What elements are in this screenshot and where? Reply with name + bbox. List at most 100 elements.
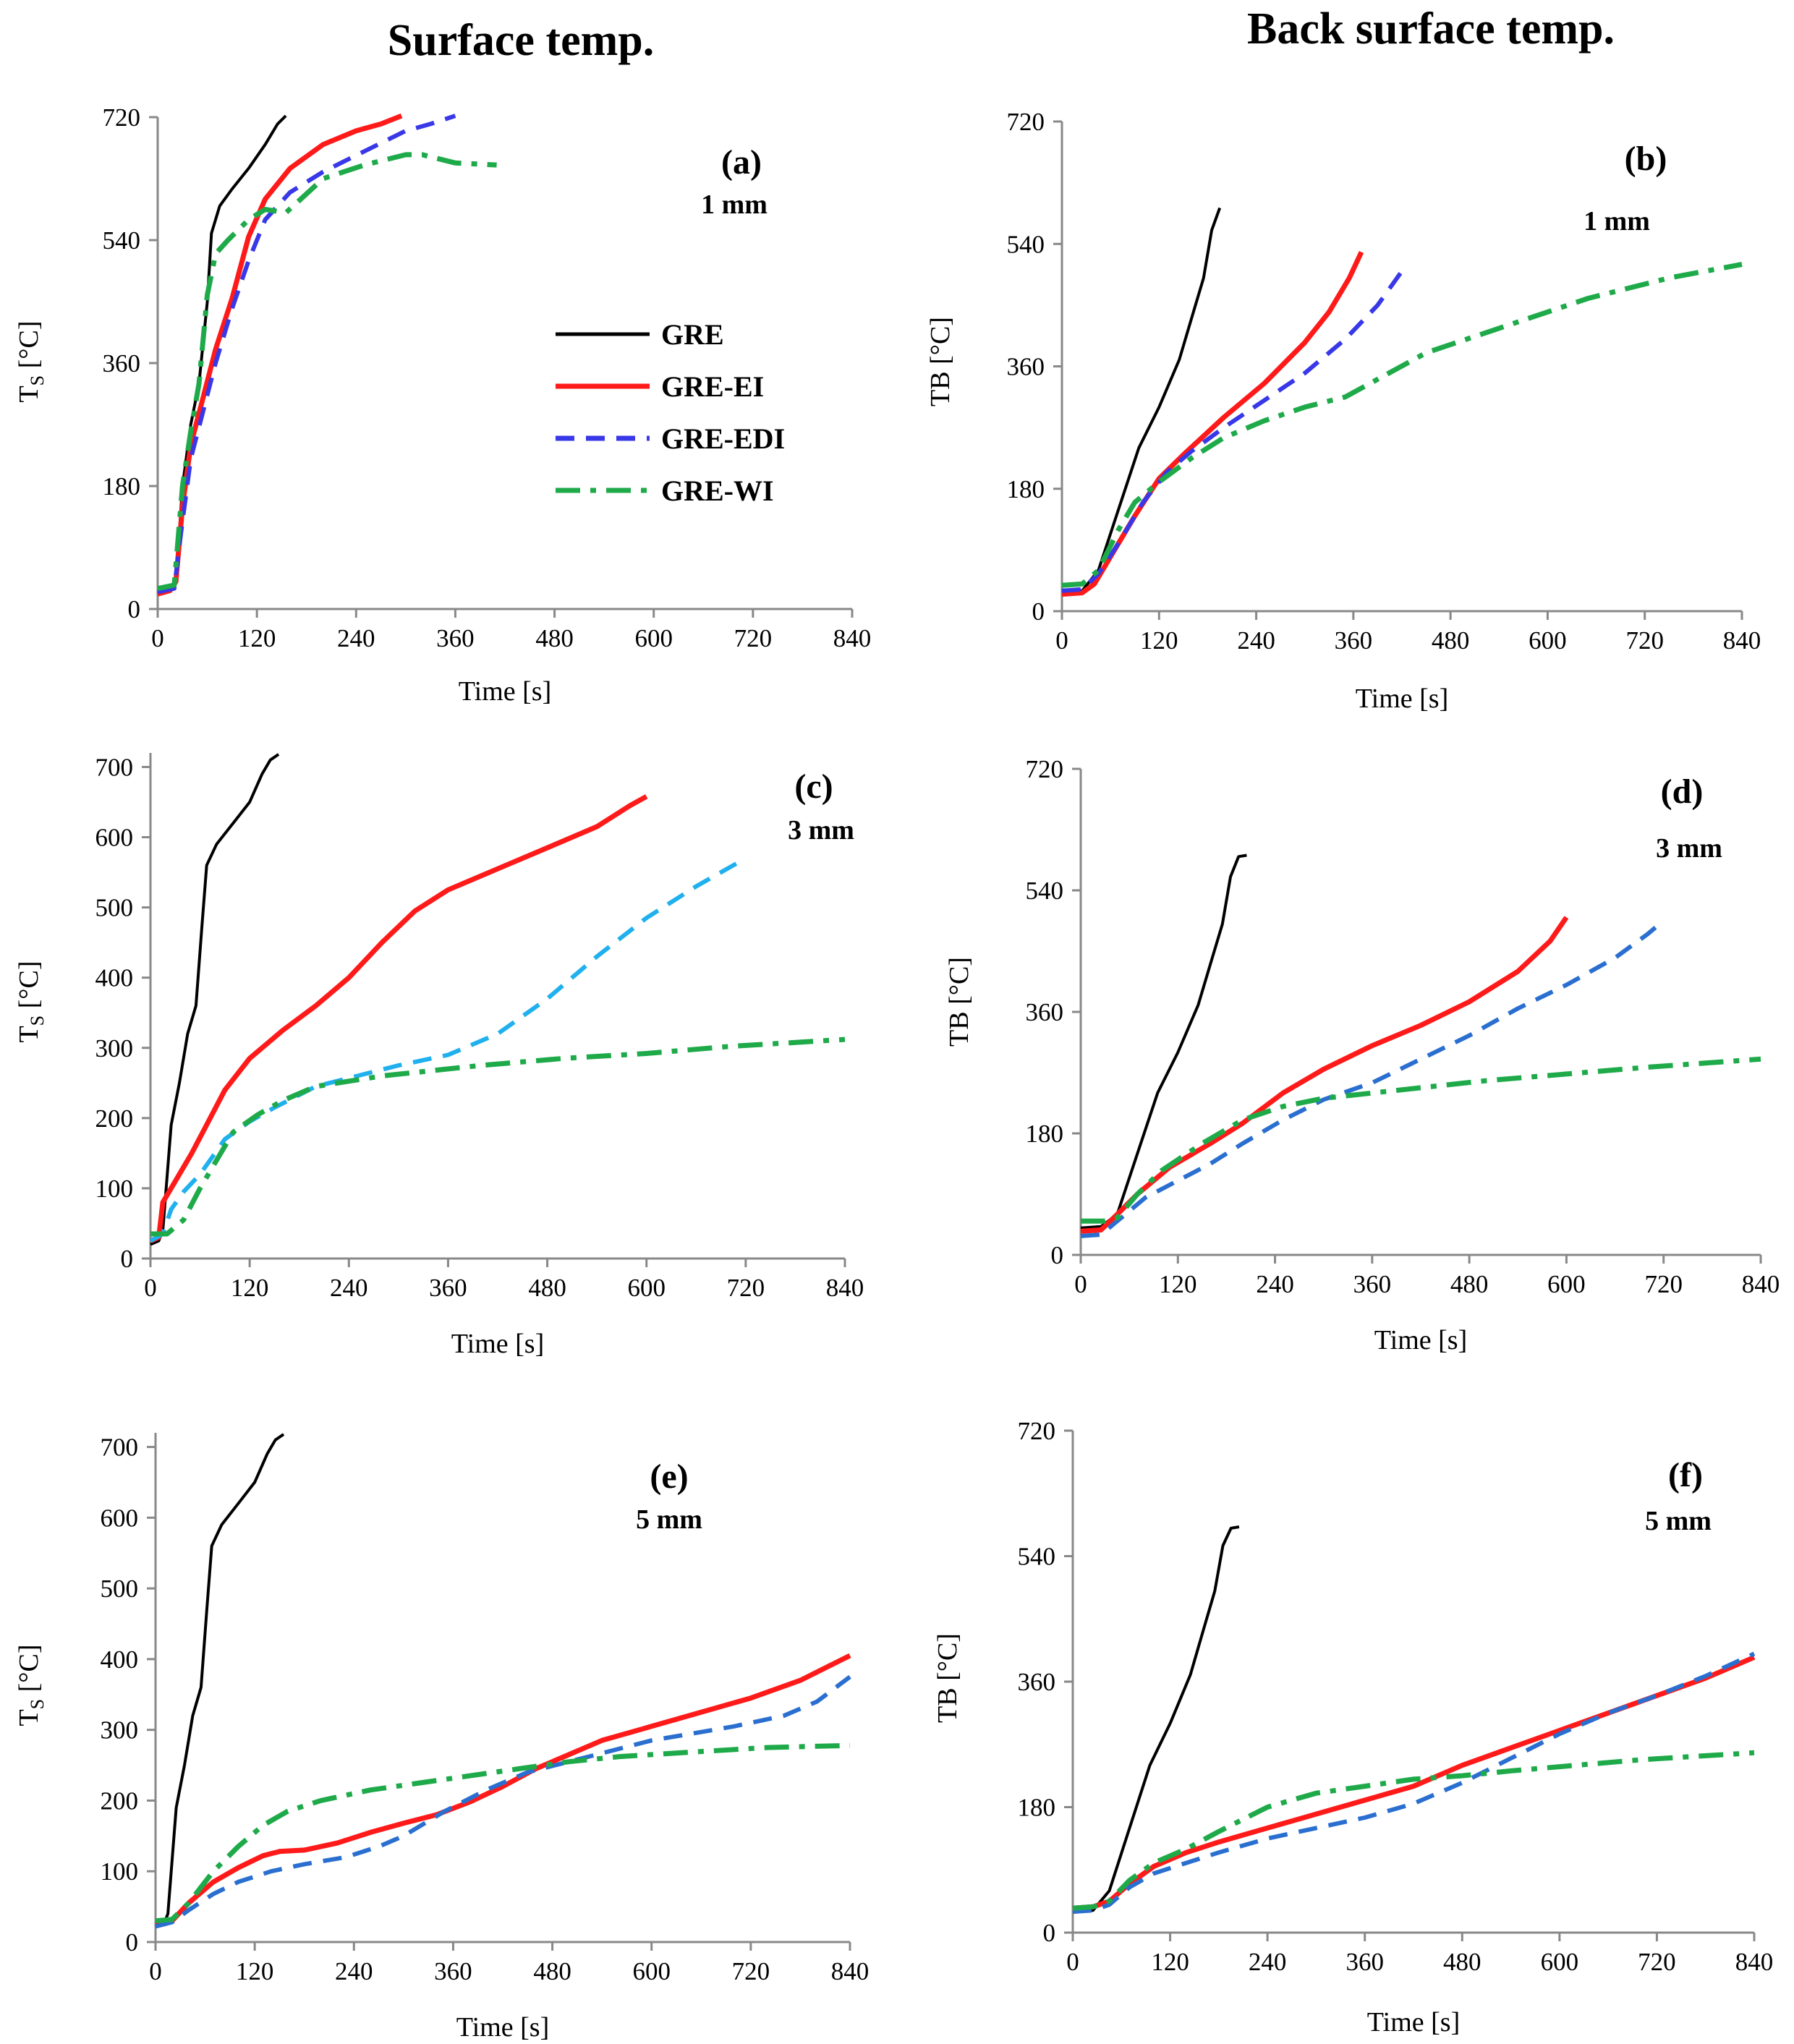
x-tick-label: 720 [732,1957,770,1985]
panel-label: (a) [721,143,762,182]
x-axis-label: Time [s] [456,2012,549,2043]
thickness-label: 3 mm [788,815,854,846]
y-tick-label: 540 [1018,1543,1056,1571]
series-line-gre-ei [149,794,648,1243]
panel-label: (c) [794,767,833,806]
column-title-surface: Surface temp. [388,16,654,65]
series-line-gre-edi [155,1674,851,1929]
series-line-gre-wi [150,1036,846,1237]
panel-label: (e) [650,1457,688,1496]
x-tick-label: 240 [335,1957,373,1985]
x-tick-label: 720 [1638,1948,1676,1976]
x-tick-label: 120 [1151,1948,1189,1976]
x-tick-label: 600 [632,1957,671,1985]
x-tick-label: 240 [330,1274,368,1302]
y-tick-label: 720 [1026,755,1064,783]
y-axis-label: TB [°C] [944,957,974,1047]
x-tick-label: 480 [1450,1270,1489,1298]
y-tick-label: 360 [103,349,141,378]
y-tick-label: 400 [101,1645,139,1674]
y-tick-label: 180 [1018,1794,1056,1822]
y-tick-label: 500 [101,1575,139,1603]
y-axis-label: TB [°C] [925,317,956,406]
x-tick-label: 840 [833,624,872,652]
x-tick-label: 840 [1735,1948,1774,1976]
x-tick-label: 120 [236,1957,274,1985]
y-tick-label: 540 [1007,230,1045,258]
panel-e-chart: 0 120 240 360 480 600 720 840 0 100 200 300 400 500 60… [14,1433,869,2043]
x-tick-label: 240 [1237,626,1275,655]
series-line-gre-ei [1080,916,1569,1234]
y-tick-label: 0 [1043,1919,1056,1947]
x-tick-label: 480 [533,1957,571,1985]
series-line-gre [1061,207,1222,594]
x-tick-label: 240 [337,624,375,652]
x-tick-label: 840 [826,1274,864,1302]
y-tick-label: 720 [1018,1417,1056,1445]
x-tick-label: 480 [1443,1948,1481,1976]
legend-label-gre-ei: GRE-EI [661,370,764,403]
series-line-gre [155,1433,285,1928]
x-tick-label: 600 [627,1274,666,1302]
y-tick-label: 700 [95,753,134,781]
legend-label-gre-wi: GRE-WI [661,474,774,507]
y-axis-label: TB [°C] [932,1633,963,1723]
thickness-label: 3 mm [1656,833,1722,864]
series-line-gre-edi [1061,270,1404,593]
x-tick-label: 720 [1644,1270,1683,1298]
y-tick-label: 700 [101,1434,139,1462]
y-tick-label: 360 [1007,353,1045,381]
x-tick-label: 0 [144,1274,157,1302]
thickness-label: 5 mm [1645,1506,1712,1536]
y-tick-label: 500 [95,894,134,922]
y-tick-label: 720 [103,103,141,132]
y-tick-label: 720 [1007,108,1045,136]
y-tick-label: 360 [1026,998,1064,1026]
x-tick-label: 120 [1159,1270,1197,1298]
thickness-label: 1 mm [701,190,768,220]
panel-a-chart: 0 120 240 360 480 600 720 840 0 180 360 540 720 Time … [14,103,871,707]
x-tick-label: 840 [831,1957,870,1985]
x-tick-label: 720 [727,1274,765,1302]
x-tick-label: 360 [1353,1270,1392,1298]
legend: GRE GRE-EI GRE-EDI GRE-WI [556,318,785,507]
x-tick-label: 360 [434,1957,472,1985]
panel-b-chart: 0 120 240 360 480 600 720 840 0 180 360 540 720 Time … [925,108,1761,714]
x-axis-label: Time [s] [459,676,551,707]
panel-f-chart: 0 120 240 360 480 600 720 840 0 180 360 540 720 Time … [932,1417,1773,2037]
series-line-gre [1072,1525,1240,1914]
y-tick-label: 200 [95,1104,134,1133]
x-tick-label: 600 [634,624,673,652]
x-tick-label: 0 [1055,626,1068,655]
x-axis-label: Time [s] [1374,1325,1467,1355]
y-tick-label: 0 [1051,1241,1064,1269]
y-tick-label: 0 [128,595,141,623]
x-tick-label: 600 [1529,626,1567,655]
x-tick-label: 600 [1541,1948,1579,1976]
y-axis-label: TS [°C] [14,961,48,1042]
x-tick-label: 240 [1249,1948,1287,1976]
y-tick-label: 100 [101,1857,139,1886]
y-tick-label: 0 [126,1928,139,1956]
y-tick-label: 300 [95,1034,134,1063]
series-line-gre-wi [155,1742,851,1924]
y-axis-label: TS [°C] [14,320,48,402]
x-tick-label: 240 [1256,1270,1294,1298]
x-tick-label: 480 [1432,626,1470,655]
x-axis-label: Time [s] [451,1329,544,1359]
y-tick-label: 600 [95,824,134,852]
series-line-gre-wi [1072,1750,1755,1911]
x-axis-label: Time [s] [1367,2007,1460,2037]
x-tick-label: 0 [151,624,164,652]
series-line-gre-ei [1072,1655,1756,1911]
y-tick-label: 540 [103,226,141,255]
series-line-gre-ei [157,113,403,597]
panel-label: (b) [1625,140,1667,178]
x-tick-label: 480 [528,1274,566,1302]
x-tick-label: 360 [1335,626,1373,655]
y-tick-label: 0 [121,1245,134,1273]
series-line-gre-wi [157,152,497,592]
y-tick-label: 100 [95,1175,134,1203]
legend-label-gre-edi: GRE-EDI [661,422,785,455]
